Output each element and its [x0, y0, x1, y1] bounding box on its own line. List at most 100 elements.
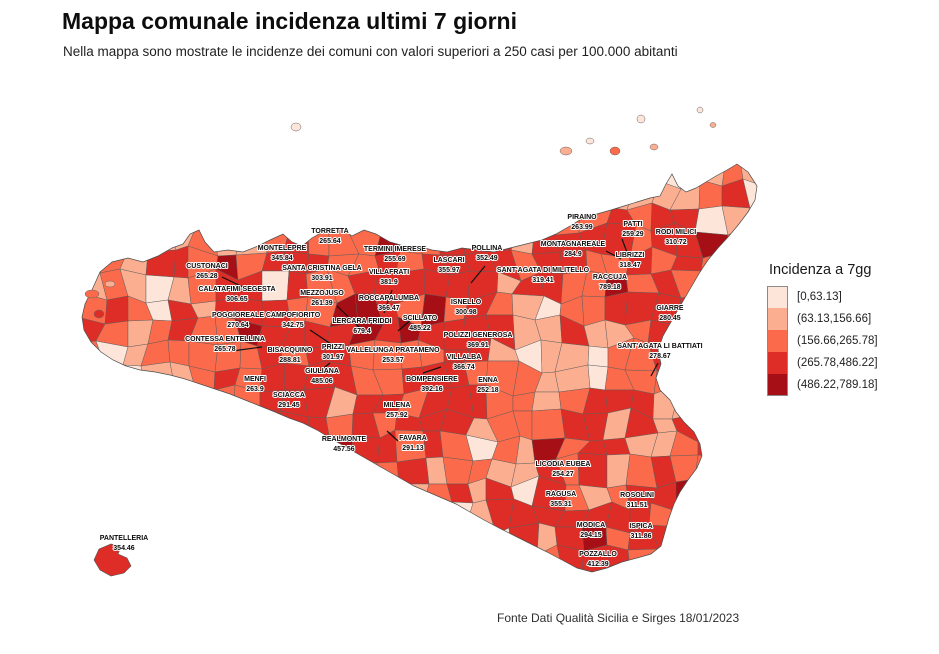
- municipality-label: MEZZOJUSO: [300, 290, 344, 297]
- municipality-value: 265.28: [196, 273, 218, 280]
- municipality-label: TERMINI IMERESE: [364, 246, 427, 253]
- source-note: Fonte Dati Qualità Sicilia e Sirges 18/0…: [497, 611, 740, 625]
- legend-class-label: [0,63.13]: [797, 291, 842, 303]
- page-title: Mappa comunale incidenza ultimi 7 giorni: [62, 8, 517, 34]
- municipality-label: VILLALBA: [447, 354, 482, 361]
- municipality-label: RAGUSA: [546, 491, 576, 498]
- municipality-value: 318.47: [619, 262, 641, 269]
- municipality-value: 352.49: [476, 255, 498, 262]
- municipality-value: 261.39: [311, 300, 333, 307]
- municipality-value: 265.64: [319, 238, 341, 245]
- municipality-value: 310.72: [665, 239, 687, 246]
- municipality-value: 311.86: [630, 533, 651, 540]
- municipality-value: 392.16: [421, 386, 443, 393]
- municipality-value: 355.31: [550, 501, 572, 508]
- municipality-label: MONTAGNAREALE: [541, 241, 606, 248]
- municipality-label: POGGIOREALE: [212, 312, 264, 319]
- label-leader-lines: [221, 238, 659, 442]
- municipality-value: 252.18: [477, 387, 499, 394]
- municipality-label: LICODIA EUBEA: [536, 461, 591, 468]
- municipality-value: 263.9: [246, 386, 264, 393]
- municipality-value: 254.27: [552, 471, 574, 478]
- legend: Incidenza a 7gg [0,63.13] (63.13,156.66] (…: [767, 262, 878, 396]
- municipality-value: 291.13: [402, 445, 424, 452]
- legend-item: (265.78,486.22]: [767, 352, 878, 374]
- municipality-value: 306.65: [226, 296, 248, 303]
- municipality-value: 284.9: [564, 251, 582, 258]
- legend-class-label: (156.66,265.78]: [797, 335, 878, 347]
- legend-item: (156.66,265.78]: [767, 330, 878, 352]
- minor-islands: [84, 106, 717, 577]
- municipality-value: 263.99: [571, 224, 593, 231]
- municipality-label: SANTA CRISTINA GELA: [282, 265, 361, 272]
- municipality-label: VILLAFRATI: [369, 269, 409, 276]
- municipality-label: ISPICA: [629, 523, 652, 530]
- municipality-value: 265.78: [214, 346, 236, 353]
- municipality-label: LIBRIZZI: [616, 252, 645, 259]
- municipality-label: LASCARI: [433, 257, 464, 264]
- legend-swatch: [767, 352, 788, 374]
- municipality-label: RACCUJA: [593, 274, 627, 281]
- municipality-label: POLIZZI GENEROSA: [444, 332, 513, 339]
- municipality-label: MILENA: [384, 402, 411, 409]
- municipality-value: 366.47: [378, 305, 400, 312]
- municipality-label: MODICA: [577, 522, 605, 529]
- legend-item: [0,63.13]: [767, 286, 878, 308]
- municipality-value: 270.64: [227, 322, 249, 329]
- legend-swatch: [767, 330, 788, 352]
- municipality-value: 485.06: [311, 378, 333, 385]
- municipality-label: SANT'AGATA LI BATTIATI: [617, 343, 702, 350]
- municipality-value: 291.45: [278, 402, 300, 409]
- municipality-value: 300.98: [455, 309, 477, 316]
- municipality-label: CUSTONACI: [186, 263, 228, 270]
- municipality-label: REALMONTE: [322, 436, 367, 443]
- municipality-value: 303.91: [311, 275, 333, 282]
- legend-swatch: [767, 308, 788, 330]
- legend-item: (63.13,156.66]: [767, 308, 878, 330]
- municipality-label: ROCCAPALUMBA: [359, 295, 419, 302]
- municipality-label: ENNA: [478, 377, 498, 384]
- municipality-label: RODI MILICI: [656, 229, 696, 236]
- legend-items: [0,63.13] (63.13,156.66] (156.66,265.78] (2…: [767, 286, 878, 396]
- municipality-value: 366.74: [453, 364, 475, 371]
- municipality-label: BISACQUINO: [268, 347, 313, 354]
- legend-item: (486.22,789.18]: [767, 374, 878, 396]
- municipality-label: ISNELLO: [451, 299, 482, 306]
- municipality-label: CAMPOFIORITO: [266, 312, 321, 319]
- municipality-value: 288.81: [279, 357, 301, 364]
- municipality-label: POLLINA: [472, 245, 503, 252]
- municipality-value: 412.39: [587, 561, 609, 568]
- municipality-value: 257.92: [386, 412, 408, 419]
- municipality-label: TORRETTA: [311, 228, 348, 235]
- municipality-value: 280.45: [659, 315, 681, 322]
- legend-class-label: (63.13,156.66]: [797, 313, 872, 325]
- municipality-value: 381.9: [380, 279, 398, 286]
- municipality-label: SCILLATO: [403, 315, 438, 322]
- municipality-label: PRIZZI: [322, 344, 344, 351]
- pantelleria-island: [93, 543, 132, 577]
- municipality-value: 354.46: [113, 545, 135, 552]
- legend-class-label: (486.22,789.18]: [797, 379, 878, 391]
- municipality-label: SANT'AGATA DI MILITELLO: [497, 267, 590, 274]
- municipality-label: MONTELEPRE: [258, 245, 307, 252]
- municipality-label: CONTESSA ENTELLINA: [185, 336, 265, 343]
- municipality-value: 311.51: [626, 502, 647, 509]
- legend-title: Incidenza a 7gg: [769, 262, 872, 278]
- legend-swatch: [767, 374, 788, 396]
- municipality-label: FAVARA: [399, 435, 427, 442]
- municipality-labels: CUSTONACI 265.28 CALATAFIMI-SEGESTA 306.65 P…: [99, 213, 704, 569]
- municipality-label: GIARRE: [656, 305, 684, 312]
- legend-class-label: (265.78,486.22]: [797, 357, 878, 369]
- municipality-label: PANTELLERIA: [100, 535, 148, 542]
- municipality-value: 369.91: [467, 342, 489, 349]
- municipality-value: 789.18: [599, 284, 621, 291]
- municipality-label: LERCARA FRIDDI: [332, 318, 391, 325]
- municipality-label: PIRAINO: [567, 214, 597, 221]
- municipality-value: 319.41: [532, 277, 554, 284]
- municipality-label: GIULIANA: [305, 368, 339, 375]
- municipality-value: 355.97: [438, 267, 460, 274]
- municipality-label: CALATAFIMI-SEGESTA: [199, 286, 276, 293]
- municipality-label: PATTI: [623, 221, 642, 228]
